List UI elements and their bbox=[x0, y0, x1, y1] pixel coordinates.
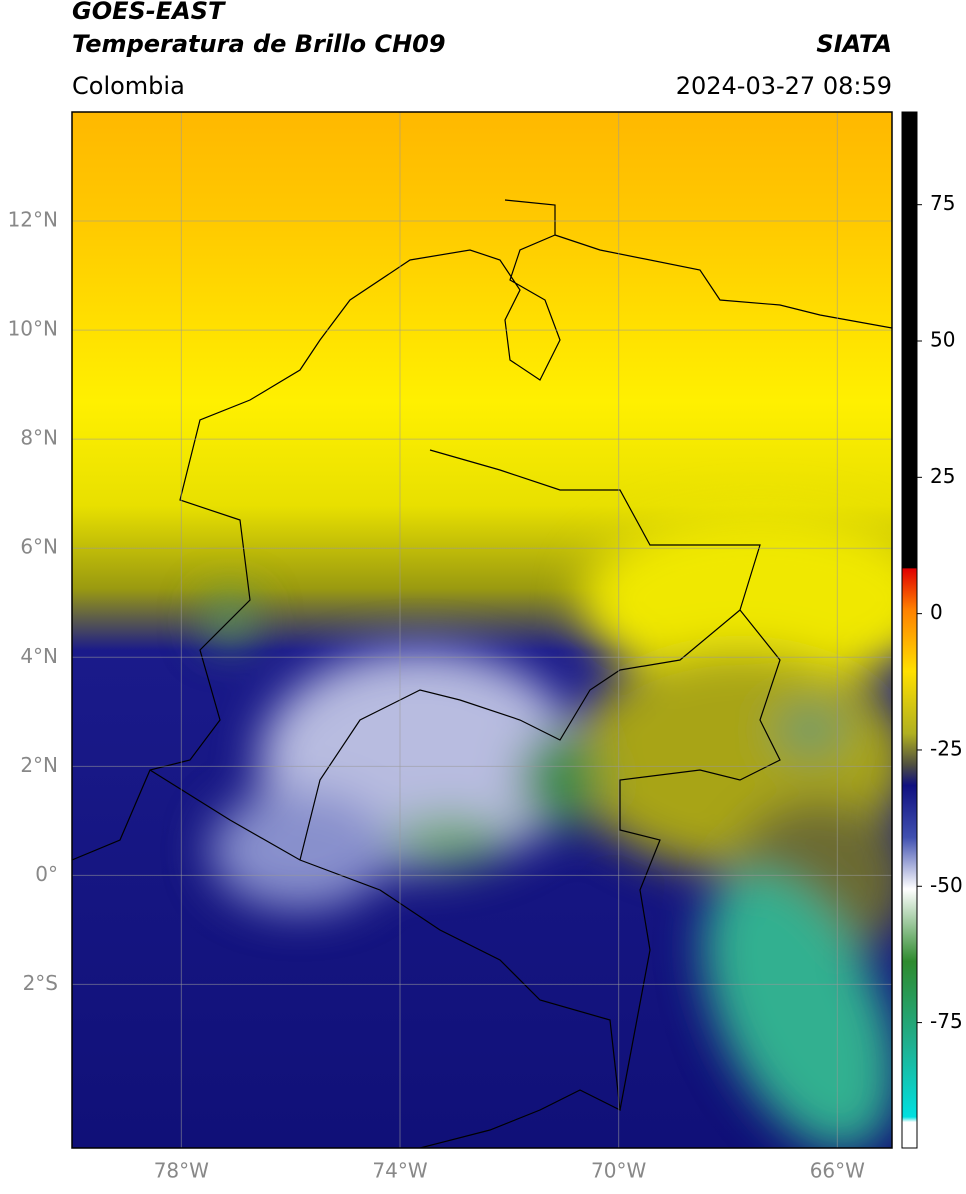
lon-tick-label: 66°W bbox=[810, 1159, 865, 1183]
map-frame bbox=[71, 111, 893, 1149]
region: Colombia bbox=[72, 72, 185, 100]
colorbar-tick-label: -50 bbox=[930, 873, 963, 897]
lon-tick-label: 70°W bbox=[591, 1159, 646, 1183]
timestamp: 2024-03-27 08:59 bbox=[676, 72, 892, 100]
colorbar-tick-label: 75 bbox=[930, 191, 955, 215]
colorbar bbox=[901, 111, 918, 1149]
lat-tick-label: 2°S bbox=[23, 971, 58, 995]
lat-tick-label: 10°N bbox=[8, 317, 58, 341]
colorbar-tick-label: -75 bbox=[930, 1009, 963, 1033]
colorbar-tick-label: -25 bbox=[930, 736, 963, 760]
satellite-image bbox=[72, 112, 892, 1148]
lat-tick-label: 8°N bbox=[20, 426, 58, 450]
lon-tick-label: 74°W bbox=[372, 1159, 427, 1183]
lat-tick-label: 12°N bbox=[8, 208, 58, 232]
subtitle: Temperatura de Brillo CH09 bbox=[72, 30, 446, 58]
lat-tick-label: 0° bbox=[35, 862, 58, 886]
lat-tick-label: 4°N bbox=[20, 644, 58, 668]
colorbar-tick-label: 25 bbox=[930, 464, 955, 488]
source: SIATA bbox=[816, 30, 892, 58]
lat-tick-label: 2°N bbox=[20, 753, 58, 777]
lon-tick-label: 78°W bbox=[154, 1159, 209, 1183]
lat-tick-label: 6°N bbox=[20, 535, 58, 559]
title: GOES-EAST bbox=[72, 0, 226, 25]
colorbar-tick-label: 50 bbox=[930, 328, 955, 352]
colorbar-tick-label: 0 bbox=[930, 600, 943, 624]
